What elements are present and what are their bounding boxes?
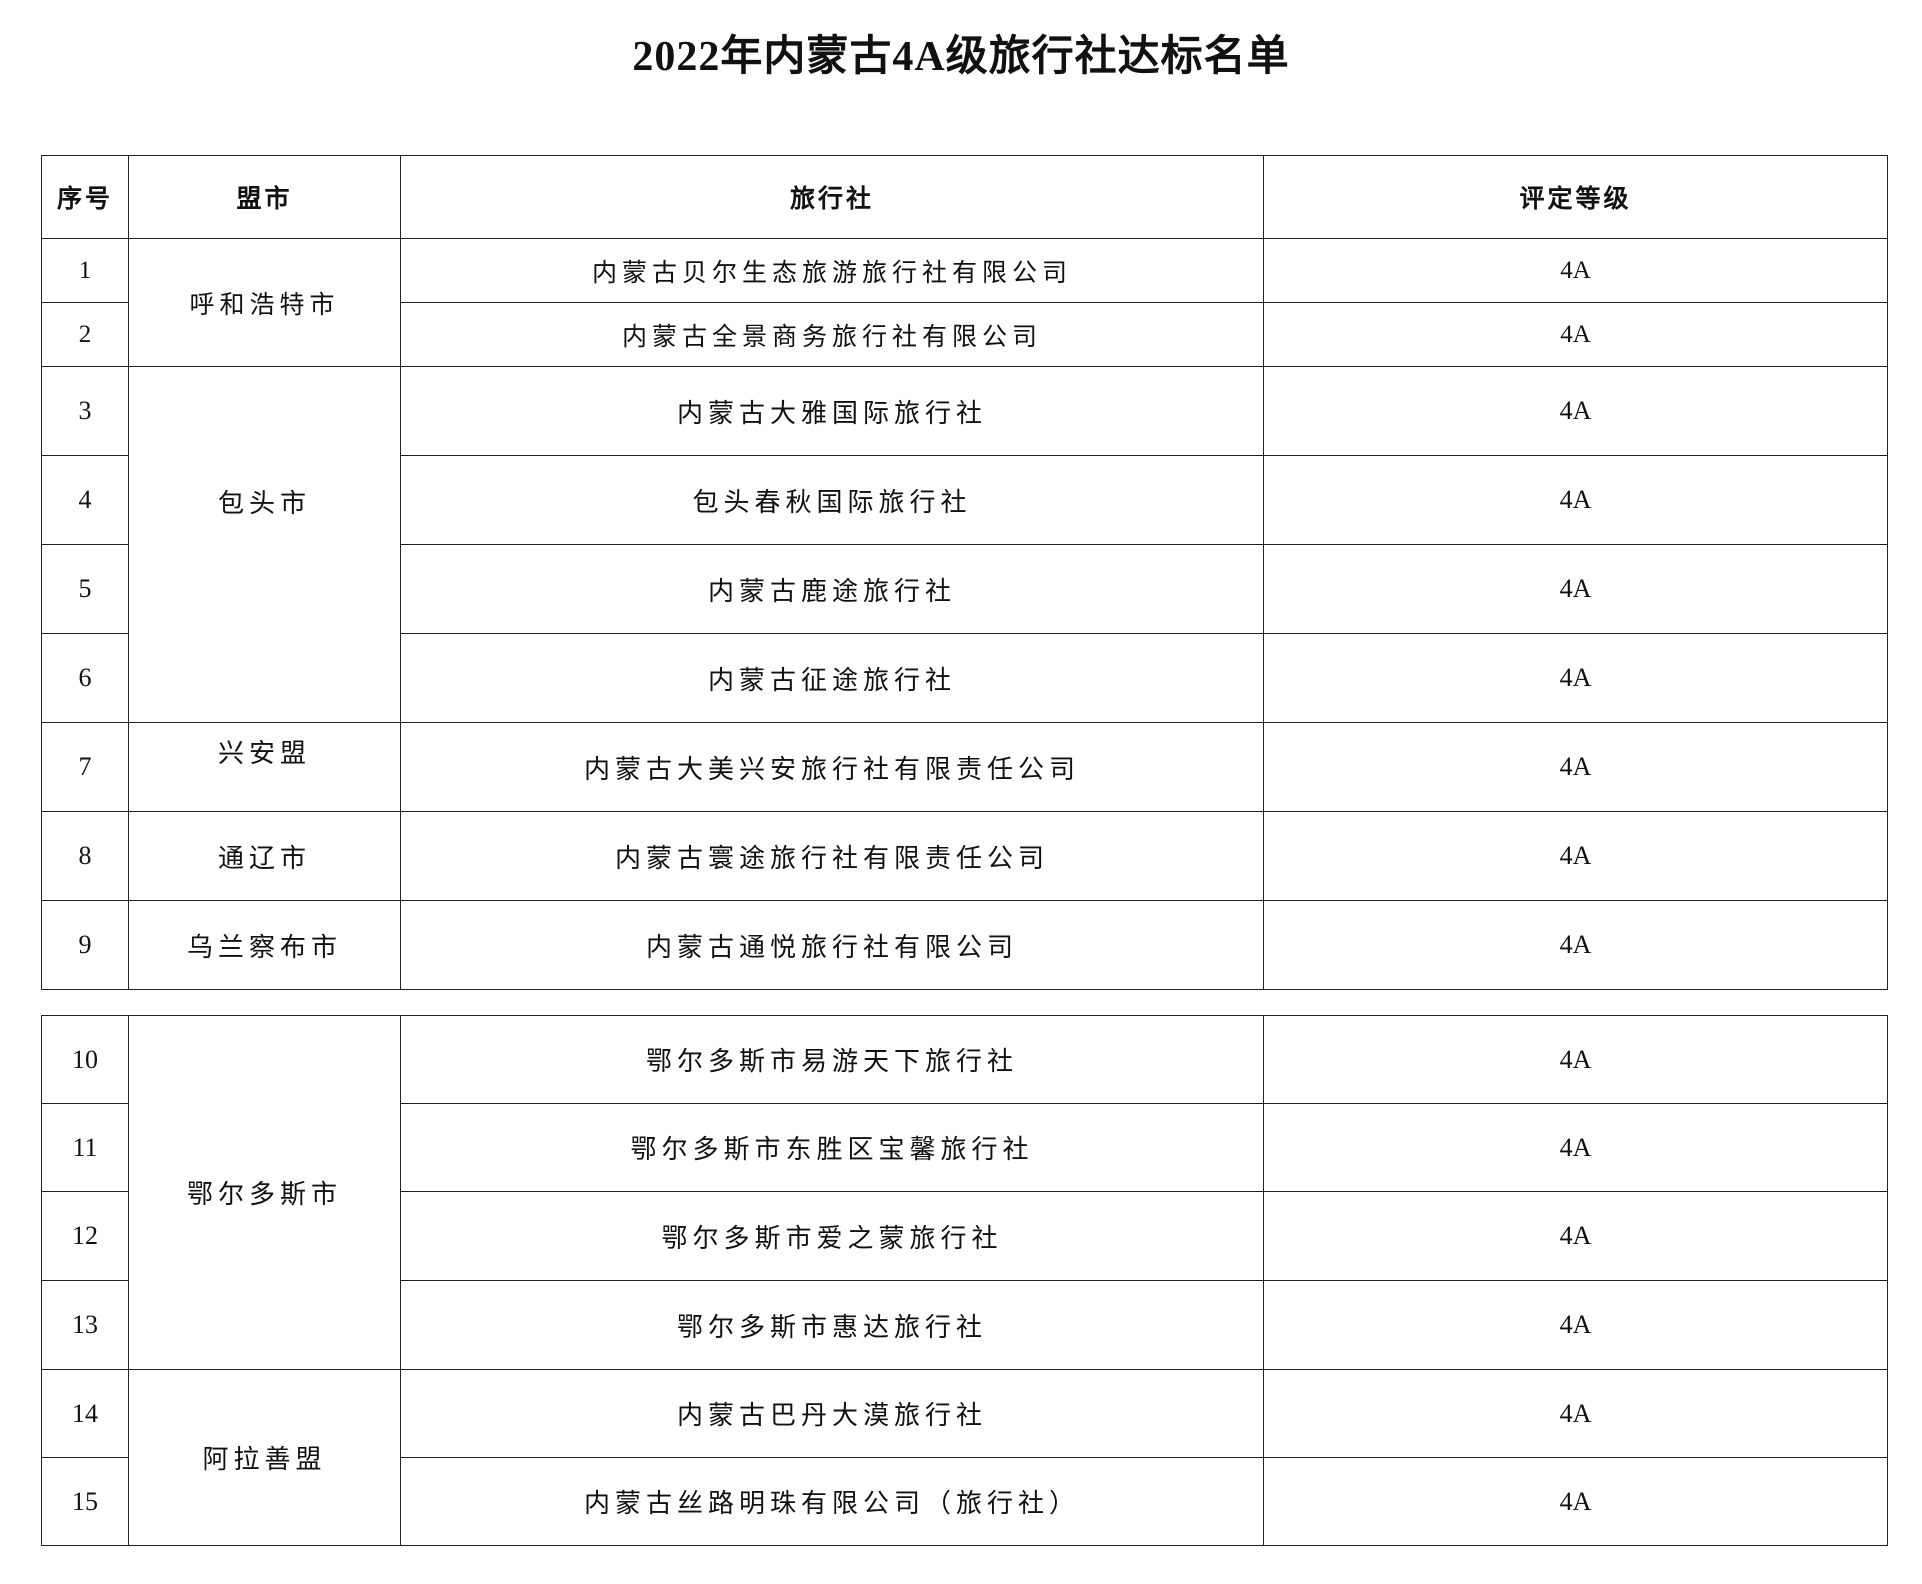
rating-grade: 4A bbox=[1263, 455, 1888, 545]
table-row: 1 呼和浩特市 内蒙古贝尔生态旅游旅行社有限公司 4A bbox=[41, 238, 1888, 367]
rating-grade: 4A bbox=[1263, 633, 1888, 723]
table-row: 15 内蒙古丝路明珠有限公司（旅行社） 4A bbox=[41, 1457, 1888, 1546]
row-number: 15 bbox=[41, 1457, 129, 1546]
header-region: 盟市 bbox=[128, 155, 401, 239]
table-row: 9 乌兰察布市 内蒙古通悦旅行社有限公司 4A bbox=[41, 900, 1888, 990]
rating-grade: 4A bbox=[1263, 238, 1888, 303]
row-number: 11 bbox=[41, 1103, 129, 1192]
rating-grade: 4A bbox=[1263, 1015, 1888, 1104]
row-number: 6 bbox=[41, 633, 129, 723]
rating-grade: 4A bbox=[1263, 1103, 1888, 1192]
header-number: 序号 bbox=[41, 155, 129, 239]
region-cell: 阿拉善盟 bbox=[128, 1369, 401, 1546]
agency-name: 内蒙古巴丹大漠旅行社 bbox=[400, 1369, 1264, 1458]
agency-name: 鄂尔多斯市易游天下旅行社 bbox=[400, 1015, 1264, 1104]
agency-name: 内蒙古征途旅行社 bbox=[400, 633, 1264, 723]
agency-name: 内蒙古大美兴安旅行社有限责任公司 bbox=[400, 722, 1264, 812]
agency-name: 内蒙古鹿途旅行社 bbox=[400, 544, 1264, 634]
row-number: 3 bbox=[41, 366, 129, 456]
agency-name: 内蒙古贝尔生态旅游旅行社有限公司 bbox=[400, 238, 1264, 303]
agency-name: 包头春秋国际旅行社 bbox=[400, 455, 1264, 545]
row-number: 2 bbox=[41, 302, 129, 367]
agency-name: 鄂尔多斯市东胜区宝馨旅行社 bbox=[400, 1103, 1264, 1192]
agency-name: 鄂尔多斯市惠达旅行社 bbox=[400, 1280, 1264, 1370]
agency-name: 内蒙古全景商务旅行社有限公司 bbox=[400, 302, 1264, 367]
header-agency: 旅行社 bbox=[400, 155, 1264, 239]
table-row: 12 鄂尔多斯市爱之蒙旅行社 4A bbox=[41, 1191, 1888, 1281]
table-row: 14 阿拉善盟 内蒙古巴丹大漠旅行社 4A bbox=[41, 1369, 1888, 1546]
rating-grade: 4A bbox=[1263, 302, 1888, 367]
agency-name: 内蒙古丝路明珠有限公司（旅行社） bbox=[400, 1457, 1264, 1546]
rating-grade: 4A bbox=[1263, 1369, 1888, 1458]
rating-grade: 4A bbox=[1263, 811, 1888, 901]
row-number: 9 bbox=[41, 900, 129, 990]
table-row: 8 通辽市 内蒙古寰途旅行社有限责任公司 4A bbox=[41, 811, 1888, 901]
row-number: 4 bbox=[41, 455, 129, 545]
rating-grade: 4A bbox=[1263, 722, 1888, 812]
table-row: 6 内蒙古征途旅行社 4A bbox=[41, 633, 1888, 723]
table-row: 4 包头春秋国际旅行社 4A bbox=[41, 455, 1888, 545]
table-row: 2 内蒙古全景商务旅行社有限公司 4A bbox=[41, 302, 1888, 367]
rating-grade: 4A bbox=[1263, 900, 1888, 990]
table-row: 5 内蒙古鹿途旅行社 4A bbox=[41, 544, 1888, 634]
rating-table-part-1: 序号 盟市 旅行社 评定等级 1 呼和浩特市 内蒙古贝尔生态旅游旅行社有限公司 4A 2… bbox=[41, 155, 1888, 990]
row-number: 7 bbox=[41, 722, 129, 812]
region-cell: 鄂尔多斯市 bbox=[128, 1015, 401, 1370]
region-cell: 乌兰察布市 bbox=[128, 900, 401, 990]
header-grade: 评定等级 bbox=[1263, 155, 1888, 239]
agency-name: 鄂尔多斯市爱之蒙旅行社 bbox=[400, 1191, 1264, 1281]
rating-grade: 4A bbox=[1263, 1457, 1888, 1546]
rating-grade: 4A bbox=[1263, 544, 1888, 634]
table-row: 10 鄂尔多斯市 鄂尔多斯市易游天下旅行社 4A bbox=[41, 1015, 1888, 1370]
table-row: 7 兴安盟 内蒙古大美兴安旅行社有限责任公司 4A bbox=[41, 722, 1888, 812]
page-title: 2022年内蒙古4A级旅行社达标名单 bbox=[632, 34, 1290, 80]
table-row: 3 包头市 内蒙古大雅国际旅行社 4A bbox=[41, 366, 1888, 723]
table-header-row: 序号 盟市 旅行社 评定等级 bbox=[41, 155, 1888, 239]
region-cell: 兴安盟 bbox=[128, 722, 401, 812]
rating-grade: 4A bbox=[1263, 1280, 1888, 1370]
row-number: 5 bbox=[41, 544, 129, 634]
region-cell: 通辽市 bbox=[128, 811, 401, 901]
row-number: 12 bbox=[41, 1191, 129, 1281]
agency-name: 内蒙古大雅国际旅行社 bbox=[400, 366, 1264, 456]
row-number: 10 bbox=[41, 1015, 129, 1104]
row-number: 1 bbox=[41, 238, 129, 303]
region-cell: 呼和浩特市 bbox=[128, 238, 401, 367]
row-number: 13 bbox=[41, 1280, 129, 1370]
row-number: 8 bbox=[41, 811, 129, 901]
row-number: 14 bbox=[41, 1369, 129, 1458]
rating-table-part-2: 10 鄂尔多斯市 鄂尔多斯市易游天下旅行社 4A 11 鄂尔多斯市东胜区宝馨旅行社 4A 12… bbox=[41, 1015, 1888, 1546]
rating-grade: 4A bbox=[1263, 366, 1888, 456]
agency-name: 内蒙古寰途旅行社有限责任公司 bbox=[400, 811, 1264, 901]
rating-grade: 4A bbox=[1263, 1191, 1888, 1281]
agency-name: 内蒙古通悦旅行社有限公司 bbox=[400, 900, 1264, 990]
table-row: 11 鄂尔多斯市东胜区宝馨旅行社 4A bbox=[41, 1103, 1888, 1192]
region-cell: 包头市 bbox=[128, 366, 401, 723]
